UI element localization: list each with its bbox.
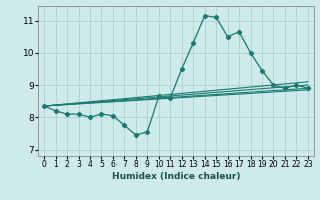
X-axis label: Humidex (Indice chaleur): Humidex (Indice chaleur)	[112, 172, 240, 181]
